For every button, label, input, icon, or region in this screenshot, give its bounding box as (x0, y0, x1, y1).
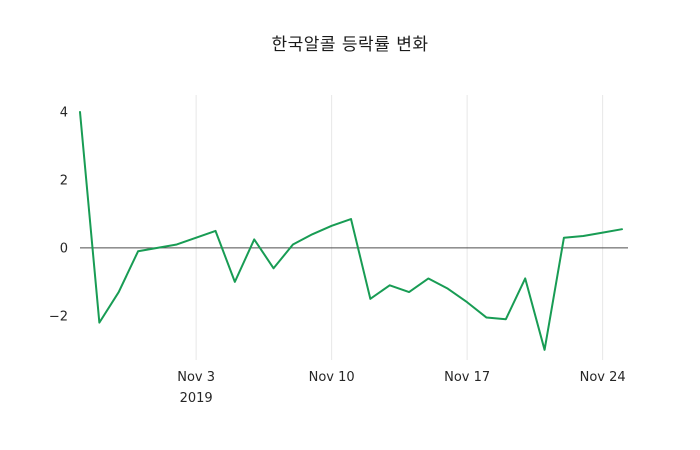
y-tick-label: 0 (60, 241, 68, 256)
y-tick-label: −2 (49, 309, 68, 324)
y-tick-label: 2 (60, 173, 68, 188)
y-tick-label: 4 (60, 105, 68, 120)
x-tick-label: Nov 24 (580, 370, 626, 385)
chart-title: 한국알콜 등락률 변화 (271, 35, 429, 55)
x-tick-label: Nov 10 (309, 370, 355, 385)
series-line (79, 110, 623, 351)
x-tick-year-label: 2019 (180, 391, 213, 406)
x-tick-label: Nov 3 (177, 370, 215, 385)
x-tick-label: Nov 17 (444, 370, 490, 385)
